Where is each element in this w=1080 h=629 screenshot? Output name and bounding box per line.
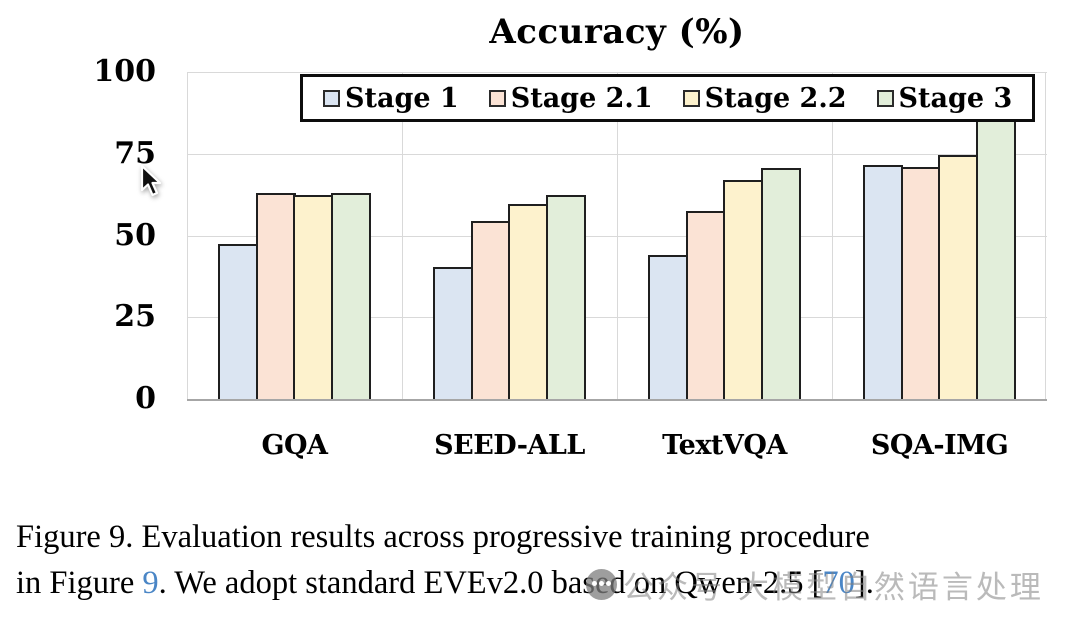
bar-textvqa-stage-1 [647,255,688,399]
gridline-x-1 [402,72,403,399]
legend-entry-stage-3: Stage 3 [876,82,1013,114]
bar-seed-all-stage-1 [432,266,473,399]
x-category-label-textvqa: TextVQA [662,430,787,461]
legend-entry-stage-2.1: Stage 2.1 [488,82,653,114]
bar-gqa-stage-3 [331,193,372,399]
y-tick-label-0: 0 [135,380,156,416]
legend-swatch-icon [323,89,340,107]
y-tick-label-100: 100 [93,53,156,89]
legend-label: Stage 3 [898,82,1013,114]
bar-sqa-img-stage-1 [862,165,903,399]
bar-sqa-img-stage-2.2 [938,155,979,399]
legend-swatch-icon [488,89,506,107]
x-category-label-seed-all: SEED-ALL [434,430,585,461]
gridline-x-0 [187,72,188,399]
bar-gqa-stage-2.2 [293,194,334,399]
caption-line-1: Figure 9. Evaluation results across prog… [16,519,870,555]
gridline-x-2 [617,72,618,399]
y-tick-label-75: 75 [114,135,156,171]
legend-label: Stage 2.2 [704,82,847,114]
bar-gqa-stage-2.1 [255,193,296,399]
plot-area: GQA SEED-ALL TextVQA SQA-IMG [187,72,1047,461]
caption-line-2: in Figure 9. We adopt standard EVEv2.0 b… [16,560,1072,606]
x-category-label-sqa-img: SQA-IMG [870,430,1009,461]
bar-seed-all-stage-2.1 [470,220,511,399]
mouse-cursor-icon [140,165,162,197]
figure-reference-link[interactable]: 9 [142,565,159,602]
y-tick-label-25: 25 [114,299,156,335]
gridline-x-4 [1045,72,1047,399]
chart-title: Accuracy (%) [489,12,745,52]
caption-line2-prefix: in Figure [16,565,143,602]
legend-entry-stage-2.2: Stage 2.2 [682,82,847,114]
bar-textvqa-stage-2.1 [685,210,726,399]
citation-reference-link[interactable]: 70 [822,565,855,602]
legend-label: Stage 2.1 [510,82,653,114]
chart-legend: Stage 1 Stage 2.1 Stage 2.2 Stage 3 [300,74,1036,122]
legend-swatch-icon [682,89,700,107]
legend-entry-stage-1: Stage 1 [323,83,459,114]
bar-seed-all-stage-2.2 [508,204,549,399]
figure-caption: Figure 9. Evaluation results across prog… [16,514,1072,606]
accuracy-bar-chart: Accuracy (%) 0 25 50 75 100 GQA SEED-ALL TextV… [60,12,1047,461]
bar-textvqa-stage-3 [761,168,802,399]
y-axis: 0 25 50 75 100 [60,54,170,416]
bar-gqa-stage-1 [217,243,258,399]
bar-sqa-img-stage-3 [976,85,1017,399]
caption-line2-mid: . We adopt standard EVEv2.0 based on Qwe… [158,565,823,602]
legend-label: Stage 1 [345,82,459,114]
bar-textvqa-stage-2.2 [723,179,764,399]
bar-seed-all-stage-3 [546,194,587,399]
caption-line2-suffix: ]. [854,565,874,602]
x-category-label-gqa: GQA [261,430,328,461]
legend-swatch-icon [876,89,894,107]
y-tick-label-50: 50 [114,217,156,253]
gridline-x-3 [832,72,833,399]
bar-sqa-img-stage-2.1 [900,166,941,399]
